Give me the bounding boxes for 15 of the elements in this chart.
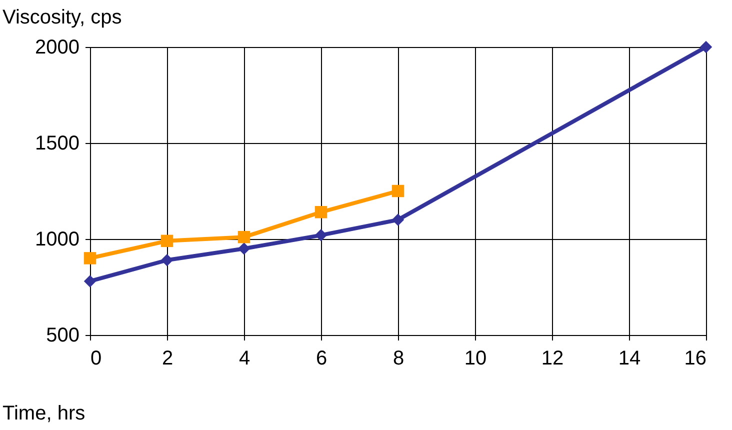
x-tick-label: 14 [618,348,641,370]
y-axis-title: Viscosity, cps [2,6,122,28]
x-tick-label: 2 [162,348,174,370]
x-tick-label: 4 [238,348,250,370]
y-tick-label: 1000 [35,228,80,250]
x-axis-title: Time, hrs [2,402,86,424]
x-tick-label: 16 [684,348,706,370]
x-tick-label: 12 [541,348,564,370]
x-tick-label: 10 [464,348,487,370]
y-tick-label: 1500 [35,132,80,154]
y-tick-label: 2000 [35,36,80,58]
y-tick-label: 500 [46,324,80,346]
x-tick-label: 8 [392,348,404,370]
x-tick-label: 6 [316,348,328,370]
x-tick-label: 0 [90,348,102,370]
